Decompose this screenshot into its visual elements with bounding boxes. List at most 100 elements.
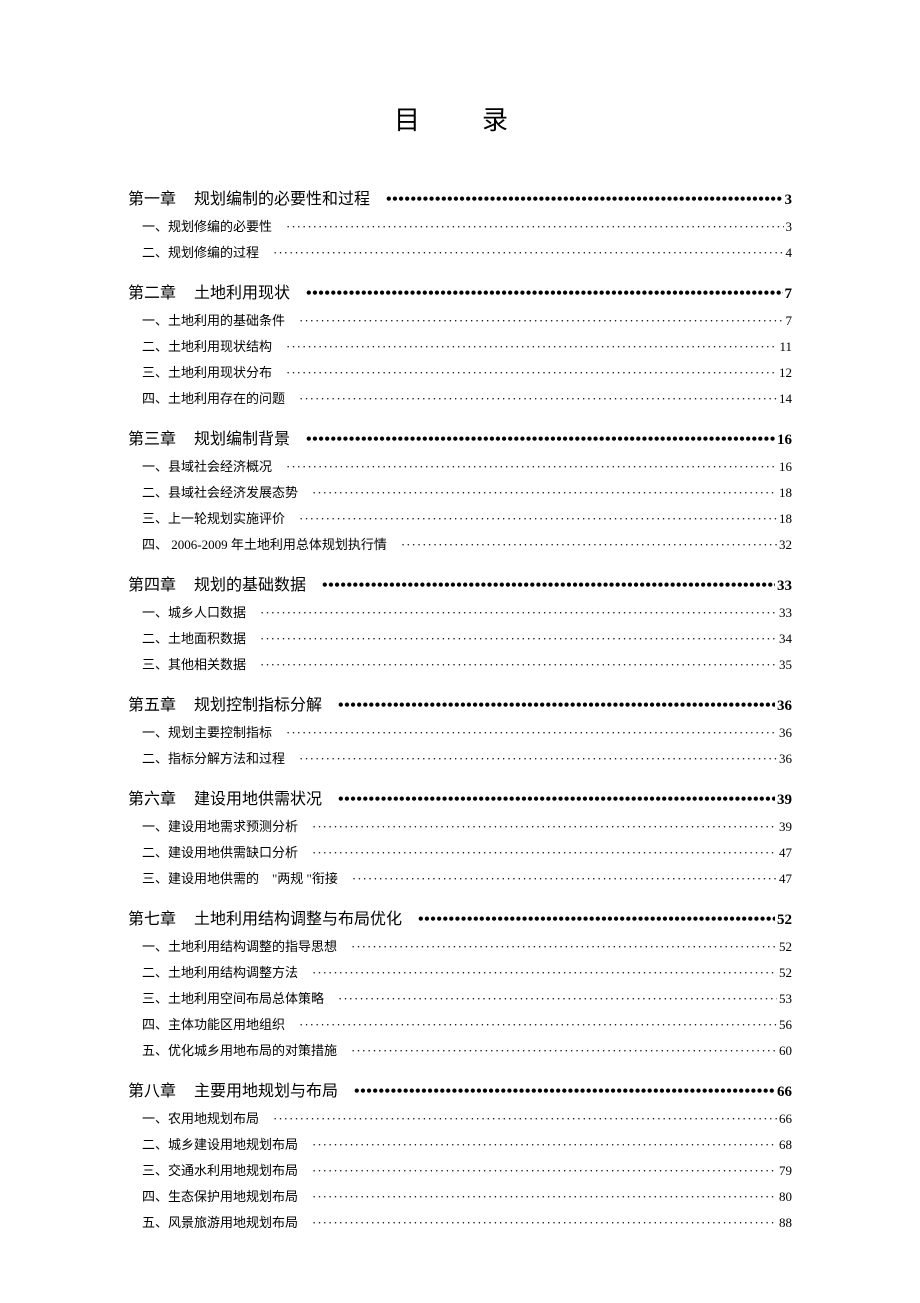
toc-section: 三、其他相关数据35	[142, 654, 792, 673]
leader-dots	[299, 1017, 777, 1033]
toc-section: 二、建设用地供需缺口分析47	[142, 842, 792, 861]
leader-dots	[312, 1137, 777, 1153]
section-label: 三、建设用地供需的 "两规 "衔接	[142, 868, 338, 887]
leader-dots	[312, 965, 777, 981]
toc-section: 三、上一轮规划实施评价18	[142, 508, 792, 527]
section-page: 39	[779, 819, 792, 835]
toc-chapter: 第二章土地利用现状 7	[128, 279, 792, 303]
chapter-page: 52	[777, 912, 792, 929]
section-label: 四、主体功能区用地组织	[142, 1014, 285, 1033]
section-label: 一、规划主要控制指标	[142, 722, 272, 741]
section-page: 7	[786, 313, 793, 329]
chapter-label: 第三章	[128, 425, 176, 449]
section-page: 36	[779, 725, 792, 741]
section-label: 三、土地利用空间布局总体策略	[142, 988, 324, 1007]
toc-section: 二、土地利用现状结构11	[142, 336, 792, 355]
section-page: 18	[779, 511, 792, 527]
toc-section: 一、土地利用的基础条件 7	[142, 310, 792, 329]
leader-dots	[401, 537, 777, 553]
leader-dots	[286, 725, 777, 741]
leader-dots	[273, 245, 783, 261]
toc-chapter: 第一章规划编制的必要性和过程3	[128, 185, 792, 209]
leader-dots	[260, 631, 777, 647]
toc-section: 二、指标分解方法和过程36	[142, 748, 792, 767]
section-label: 一、城乡人口数据	[142, 602, 246, 621]
chapter-name: 建设用地供需状况	[194, 785, 322, 809]
toc-chapter: 第四章规划的基础数据33	[128, 571, 792, 595]
toc-chapter: 第七章土地利用结构调整与布局优化52	[128, 905, 792, 929]
section-page: 47	[779, 845, 792, 861]
toc-section: 三、交通水利用地规划布局79	[142, 1160, 792, 1179]
section-label: 一、土地利用的基础条件	[142, 310, 285, 329]
leader-dots	[286, 365, 777, 381]
section-label: 三、土地利用现状分布	[142, 362, 272, 381]
chapter-name: 土地利用结构调整与布局优化	[194, 905, 402, 929]
section-page: 12	[779, 365, 792, 381]
chapter-page: 36	[777, 698, 792, 715]
leader-dots	[312, 1163, 777, 1179]
chapter-page: 7	[785, 286, 793, 303]
section-label: 一、规划修编的必要性	[142, 216, 272, 235]
toc-chapter: 第六章建设用地供需状况 39	[128, 785, 792, 809]
section-label: 四、 2006-2009 年土地利用总体规划执行情	[142, 534, 387, 553]
leader-dots	[273, 1111, 777, 1127]
toc-section: 二、土地利用结构调整方法52	[142, 962, 792, 981]
toc-container: 第一章规划编制的必要性和过程3一、规划修编的必要性3二、规划修编的过程4第二章土…	[128, 185, 792, 1231]
page-title: 目 录	[128, 100, 792, 137]
section-page: 18	[779, 485, 792, 501]
leader-dots	[260, 605, 777, 621]
section-page: 68	[779, 1137, 792, 1153]
leader-dots	[286, 219, 783, 235]
toc-section: 一、规划修编的必要性3	[142, 216, 792, 235]
toc-section: 一、城乡人口数据 33	[142, 602, 792, 621]
toc-section: 二、规划修编的过程 4	[142, 242, 792, 261]
toc-section: 四、土地利用存在的问题14	[142, 388, 792, 407]
chapter-label: 第四章	[128, 571, 176, 595]
chapter-page: 3	[785, 192, 793, 209]
chapter-label: 第二章	[128, 279, 176, 303]
section-label: 一、土地利用结构调整的指导思想	[142, 936, 337, 955]
section-label: 二、土地面积数据	[142, 628, 246, 647]
toc-section: 三、土地利用空间布局总体策略 53	[142, 988, 792, 1007]
chapter-name: 规划控制指标分解	[194, 691, 322, 715]
section-label: 二、城乡建设用地规划布局	[142, 1134, 298, 1153]
section-page: 14	[779, 391, 792, 407]
leader-dots	[286, 339, 777, 355]
leader-dots	[312, 485, 777, 501]
section-label: 二、土地利用现状结构	[142, 336, 272, 355]
section-label: 五、优化城乡用地布局的对策措施	[142, 1040, 337, 1059]
chapter-label: 第八章	[128, 1077, 176, 1101]
section-page: 53	[779, 991, 792, 1007]
toc-section: 三、土地利用现状分布 12	[142, 362, 792, 381]
section-page: 80	[779, 1189, 792, 1205]
chapter-label: 第一章	[128, 185, 176, 209]
leader-dots	[299, 313, 783, 329]
chapter-page: 39	[777, 792, 792, 809]
section-page: 4	[786, 245, 793, 261]
leader-dots	[322, 577, 775, 595]
section-label: 一、农用地规划布局	[142, 1108, 259, 1127]
toc-section: 一、建设用地需求预测分析39	[142, 816, 792, 835]
section-page: 33	[779, 605, 792, 621]
chapter-name: 土地利用现状	[194, 279, 290, 303]
toc-section: 四、主体功能区用地组织 56	[142, 1014, 792, 1033]
section-label: 一、县域社会经济概况	[142, 456, 272, 475]
leader-dots	[299, 391, 777, 407]
section-label: 二、规划修编的过程	[142, 242, 259, 261]
toc-section: 五、风景旅游用地规划布局88	[142, 1212, 792, 1231]
section-page: 16	[779, 459, 792, 475]
chapter-page: 33	[777, 578, 792, 595]
section-page: 52	[779, 939, 792, 955]
toc-section: 三、建设用地供需的 "两规 "衔接47	[142, 868, 792, 887]
chapter-label: 第六章	[128, 785, 176, 809]
toc-section: 一、农用地规划布局 66	[142, 1108, 792, 1127]
chapter-label: 第五章	[128, 691, 176, 715]
leader-dots	[312, 1215, 777, 1231]
section-page: 56	[779, 1017, 792, 1033]
section-label: 二、土地利用结构调整方法	[142, 962, 298, 981]
leader-dots	[286, 459, 777, 475]
section-label: 五、风景旅游用地规划布局	[142, 1212, 298, 1231]
chapter-page: 16	[777, 432, 792, 449]
section-page: 66	[779, 1111, 792, 1127]
toc-section: 四、生态保护用地规划布局80	[142, 1186, 792, 1205]
